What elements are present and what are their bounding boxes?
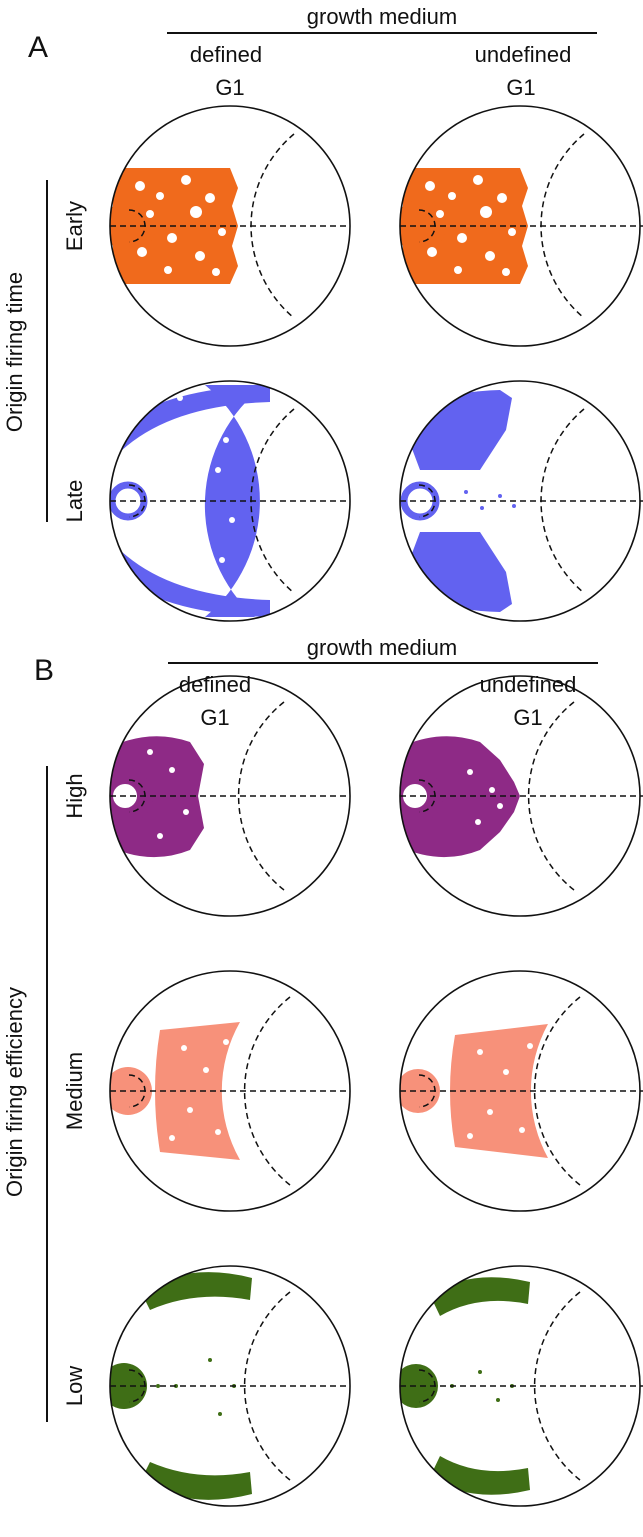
plot-medium-undefined — [399, 970, 643, 1212]
panel-a-col2-name: undefined — [475, 42, 572, 67]
panel-b-col1-phase: G1 — [200, 705, 229, 730]
plot-late-undefined — [399, 380, 643, 622]
plot-early-defined — [109, 105, 351, 347]
panel-a-col2-phase: G1 — [506, 75, 535, 100]
density-blob — [450, 1024, 548, 1158]
density-holes — [135, 175, 226, 276]
density-holes — [425, 175, 516, 276]
panel-b-header: growth medium — [307, 635, 457, 660]
row-label-high: High — [62, 773, 87, 818]
row-label-early: Early — [62, 201, 87, 251]
plot-early-undefined — [399, 105, 643, 347]
dashed-arc-outer — [243, 996, 291, 1186]
plot-high-undefined — [399, 675, 643, 917]
density-blob — [155, 1022, 240, 1160]
dashed-arc-outer — [237, 701, 285, 891]
density-bottom-band — [430, 1456, 530, 1495]
dashed-arc-outer — [527, 701, 575, 891]
dashed-arc-outer — [533, 1291, 581, 1481]
density-holes — [169, 1039, 229, 1141]
panel-a-header: growth medium — [307, 4, 457, 29]
density-top-band — [110, 385, 270, 452]
panel-b-col2-phase: G1 — [513, 705, 542, 730]
density-top-band — [430, 1277, 530, 1316]
plot-medium-defined — [109, 970, 351, 1212]
density-holes — [467, 769, 503, 825]
panel-a-letter: A — [28, 31, 48, 64]
density-holes — [157, 395, 235, 605]
plot-low-undefined — [399, 1265, 643, 1507]
dashed-arc-outer — [533, 996, 581, 1186]
density-holes — [147, 749, 189, 839]
panel-a-col1-name: defined — [190, 42, 262, 67]
plot-late-defined — [109, 380, 351, 622]
density-specks — [464, 490, 516, 510]
density-ring — [110, 481, 148, 521]
density-bottom-lobe — [405, 532, 512, 612]
density-bottom-band — [110, 550, 270, 617]
row-label-low: Low — [62, 1366, 87, 1406]
density-holes — [467, 1043, 533, 1139]
panel-a-col1-phase: G1 — [215, 75, 244, 100]
density-halo — [400, 1069, 440, 1113]
density-blob — [400, 736, 520, 858]
density-top-lobe — [405, 390, 512, 470]
row-label-medium: Medium — [62, 1052, 87, 1130]
dashed-arc-outer — [243, 1291, 291, 1481]
panel-b-axis-title: Origin firing efficiency — [2, 987, 27, 1197]
row-label-late: Late — [62, 480, 87, 523]
plot-high-defined — [109, 675, 351, 917]
panel-a-axis-title: Origin firing time — [2, 272, 27, 432]
panel-b-letter: B — [34, 654, 54, 687]
plot-low-defined — [109, 1265, 351, 1507]
